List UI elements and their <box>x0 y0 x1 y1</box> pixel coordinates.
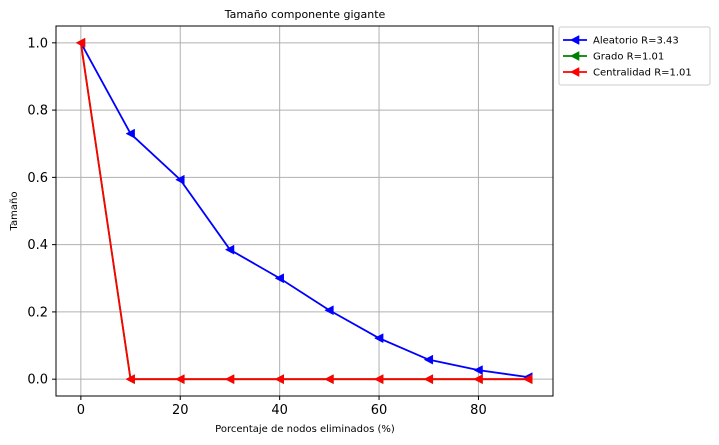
y-tick-label: 0.6 <box>27 171 48 186</box>
data-point <box>125 128 135 139</box>
data-point <box>374 333 384 344</box>
data-point <box>75 37 86 48</box>
legend-item: Centralidad R=1.01 <box>563 67 692 79</box>
x-tick-label: 80 <box>470 403 487 418</box>
x-tick-label: 40 <box>271 403 288 418</box>
legend-item: Grado R=1.01 <box>563 51 664 63</box>
legend-item: Aleatorio R=3.43 <box>563 35 679 47</box>
x-tick-label: 60 <box>371 403 388 418</box>
data-point <box>175 374 185 385</box>
y-axis-label: Tamaño <box>9 192 20 232</box>
data-point <box>523 374 533 385</box>
series-path <box>79 42 529 381</box>
y-tick-label: 0.2 <box>27 305 48 320</box>
x-tick-label: 0 <box>77 403 85 418</box>
legend-marker <box>569 35 580 45</box>
legend-marker <box>569 67 580 77</box>
data-point <box>374 374 384 385</box>
x-axis-label: Porcentaje de nodos eliminados (%) <box>215 424 395 435</box>
data-point <box>324 305 334 316</box>
legend-label: Centralidad R=1.01 <box>593 68 692 79</box>
x-tick-label: 20 <box>172 403 189 418</box>
series-line <box>75 37 533 385</box>
series-group <box>75 37 533 385</box>
axes: 0 20 40 60 80 0.0 0.2 0.4 0.6 0.8 1.0 <box>27 36 486 418</box>
data-point <box>473 365 483 376</box>
data-point <box>224 374 235 385</box>
series-line <box>75 37 533 385</box>
legend-marker <box>569 51 580 61</box>
series-line <box>75 37 533 383</box>
data-point <box>423 354 434 365</box>
legend: Aleatorio R=3.43 Grado R=1.01 Centralidad … <box>558 26 711 86</box>
data-point <box>473 374 483 385</box>
data-point <box>324 374 334 385</box>
series-path <box>80 42 529 379</box>
series-path <box>79 42 529 381</box>
plot-frame <box>55 25 554 397</box>
legend-box <box>558 26 711 86</box>
data-point <box>274 273 284 284</box>
grid <box>56 26 553 396</box>
y-tick-label: 1.0 <box>27 36 48 51</box>
data-point <box>125 374 135 385</box>
data-point <box>175 174 185 185</box>
legend-label: Aleatorio R=3.43 <box>593 36 679 47</box>
data-point <box>423 374 434 385</box>
y-tick-label: 0.4 <box>27 238 48 253</box>
legend-label: Grado R=1.01 <box>593 52 664 63</box>
chart-title: Tamaño componente gigante <box>224 8 386 21</box>
y-tick-label: 0.0 <box>27 373 48 388</box>
y-tick-label: 0.8 <box>27 104 48 119</box>
data-point <box>274 374 284 385</box>
data-point <box>224 244 235 255</box>
